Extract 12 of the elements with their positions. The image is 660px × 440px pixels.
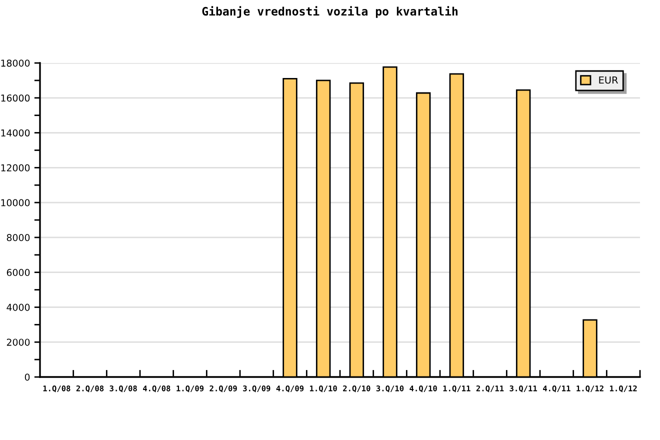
y-tick-label: 8000	[6, 234, 30, 242]
y-tick-label: 4000	[6, 304, 30, 311]
chart-title: Gibanje vrednosti vozila po kvartalih	[202, 6, 458, 18]
y-tick-label: 10000	[1, 199, 30, 206]
legend-label: EUR	[599, 76, 618, 84]
y-tick-label: 18000	[1, 60, 30, 67]
y-tick-label: 16000	[1, 94, 30, 102]
y-tick-label: 14000	[1, 129, 30, 136]
y-tick-label: 12000	[1, 164, 30, 172]
y-tick-label: 0	[24, 374, 30, 381]
y-tick-label: 2000	[6, 338, 30, 346]
y-tick-label: 6000	[6, 268, 30, 276]
